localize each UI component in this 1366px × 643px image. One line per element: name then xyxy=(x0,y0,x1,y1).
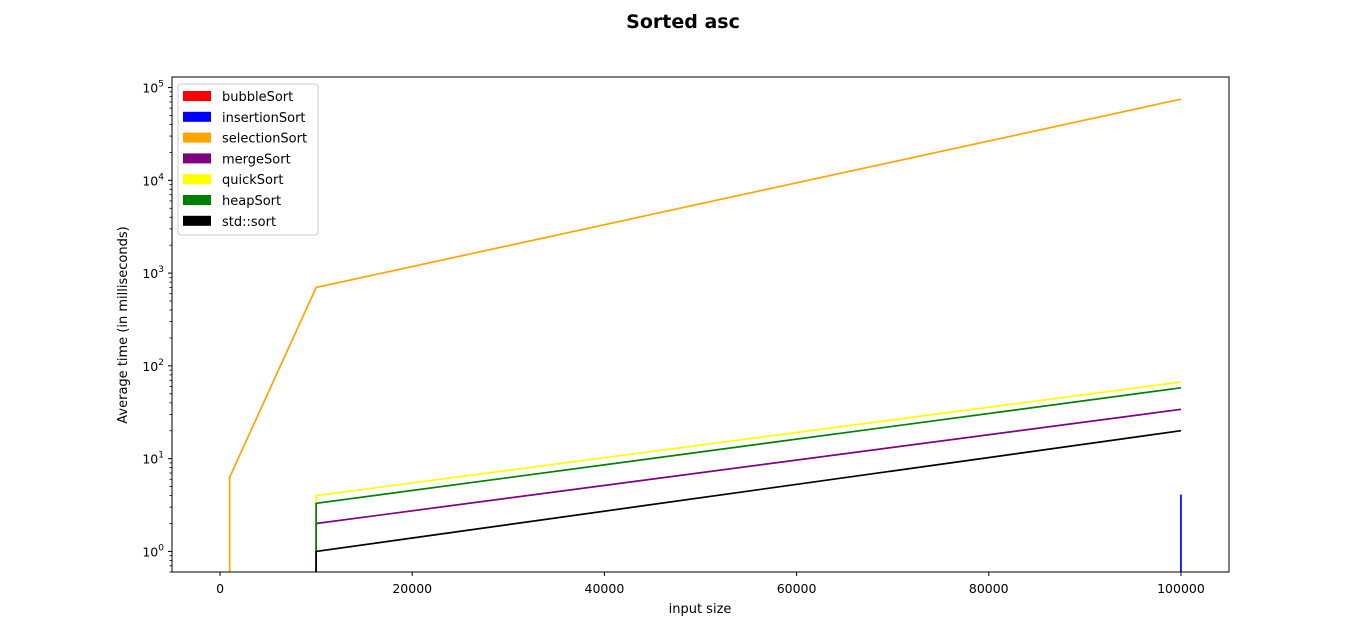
y-tick-label: 105 xyxy=(142,80,164,96)
legend-label: bubbleSort xyxy=(222,90,293,105)
chart-title: Sorted asc xyxy=(626,11,740,33)
series-lines xyxy=(228,98,1182,572)
legend-swatch xyxy=(183,111,211,122)
series-line-std-sort xyxy=(315,429,1182,572)
x-axis-label: input size xyxy=(669,602,732,617)
y-axis-label: Average time (in milliseconds) xyxy=(116,226,131,423)
legend-label: quickSort xyxy=(222,173,283,188)
legend-box xyxy=(177,83,319,236)
x-tick-label: 60000 xyxy=(777,581,817,596)
legend-swatch xyxy=(183,215,211,226)
x-tick-label: 80000 xyxy=(969,581,1009,596)
legend-label: heapSort xyxy=(222,194,281,209)
legend-swatch xyxy=(183,153,211,164)
legend-label: std::sort xyxy=(222,215,276,230)
series-line-heapsort xyxy=(315,386,1182,572)
series-line-quicksort xyxy=(315,381,1182,572)
legend-swatch xyxy=(183,91,211,101)
legend-swatch xyxy=(183,132,211,143)
y-tick-label: 103 xyxy=(142,265,164,281)
legend-label: insertionSort xyxy=(222,111,306,126)
legend-swatch xyxy=(183,195,211,205)
y-tick-label: 102 xyxy=(142,358,164,374)
x-tick-label: 40000 xyxy=(585,581,625,596)
x-tick-label: 100000 xyxy=(1157,581,1205,596)
series-line-selectionsort xyxy=(228,98,1182,572)
legend-swatch xyxy=(183,174,211,185)
legend-label: selectionSort xyxy=(222,132,307,147)
plot-frame xyxy=(171,76,1230,573)
legend-label: mergeSort xyxy=(222,152,291,167)
plot-border xyxy=(171,76,1230,573)
x-tick-label: 20000 xyxy=(392,581,432,596)
axis-ticks: 0 20000 40000 60000 80000 100000 100 101 102 103 1… xyxy=(142,80,1205,596)
y-tick-label: 101 xyxy=(142,451,164,467)
y-tick-label: 104 xyxy=(142,172,164,188)
y-tick-label: 100 xyxy=(142,543,164,559)
legend: bubbleSort insertionSort selectionSort merg… xyxy=(177,83,319,236)
x-tick-label: 0 xyxy=(216,581,224,596)
